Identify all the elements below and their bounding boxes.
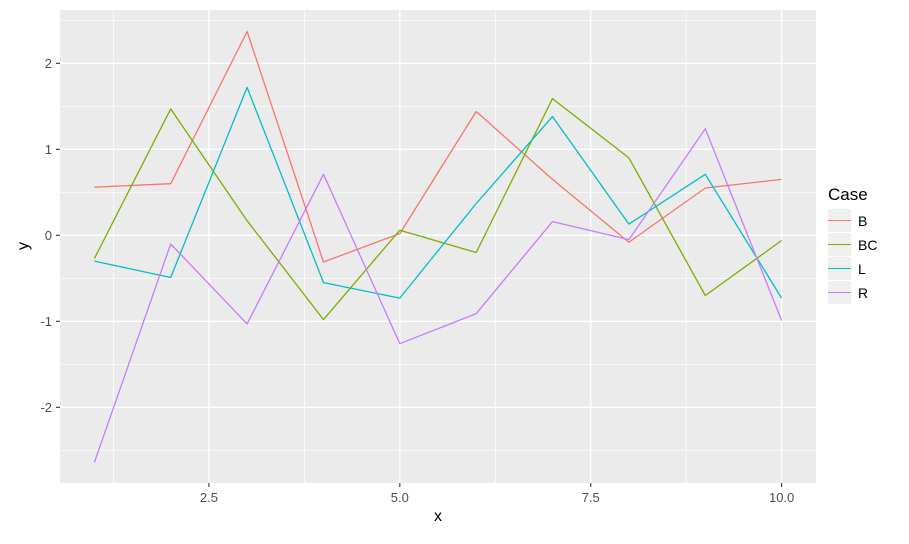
y-tick-label: -2 bbox=[40, 400, 52, 415]
plot-panel bbox=[60, 10, 816, 483]
legend: Case B BC L R bbox=[828, 186, 877, 305]
series-line-B bbox=[94, 30, 782, 263]
legend-key-BC bbox=[828, 233, 851, 256]
series-line-BC bbox=[93, 97, 782, 321]
legend-item-R: R bbox=[828, 281, 877, 304]
legend-key-line-icon bbox=[828, 292, 851, 293]
y-axis-title: y bbox=[15, 242, 32, 250]
x-tick-label: 7.5 bbox=[582, 490, 600, 505]
legend-key-line-icon bbox=[828, 220, 851, 221]
legend-item-BC: BC bbox=[828, 233, 877, 256]
legend-key-line-icon bbox=[828, 268, 851, 269]
legend-key-B bbox=[828, 209, 851, 232]
x-tick-label: 10.0 bbox=[769, 490, 794, 505]
legend-key-R bbox=[828, 281, 851, 304]
series-line-R bbox=[93, 128, 783, 463]
legend-label: L bbox=[858, 260, 866, 277]
y-tick-label: 2 bbox=[45, 56, 52, 71]
x-tick-label: 5.0 bbox=[391, 490, 409, 505]
legend-item-B: B bbox=[828, 209, 877, 232]
y-tick-label: 0 bbox=[45, 228, 52, 243]
y-tick-label: 1 bbox=[45, 142, 52, 157]
legend-title: Case bbox=[828, 185, 868, 204]
legend-items: B BC L R bbox=[828, 209, 877, 305]
legend-label: R bbox=[858, 284, 869, 301]
legend-key-line-icon bbox=[828, 244, 851, 245]
x-axis-title: x bbox=[434, 508, 442, 525]
y-tick-label: -1 bbox=[40, 314, 52, 329]
series-line-L bbox=[94, 86, 783, 299]
legend-label: B bbox=[858, 212, 868, 229]
legend-label: BC bbox=[858, 236, 878, 253]
legend-key-L bbox=[828, 257, 851, 280]
x-tick-label: 2.5 bbox=[200, 490, 218, 505]
legend-item-L: L bbox=[828, 257, 877, 280]
